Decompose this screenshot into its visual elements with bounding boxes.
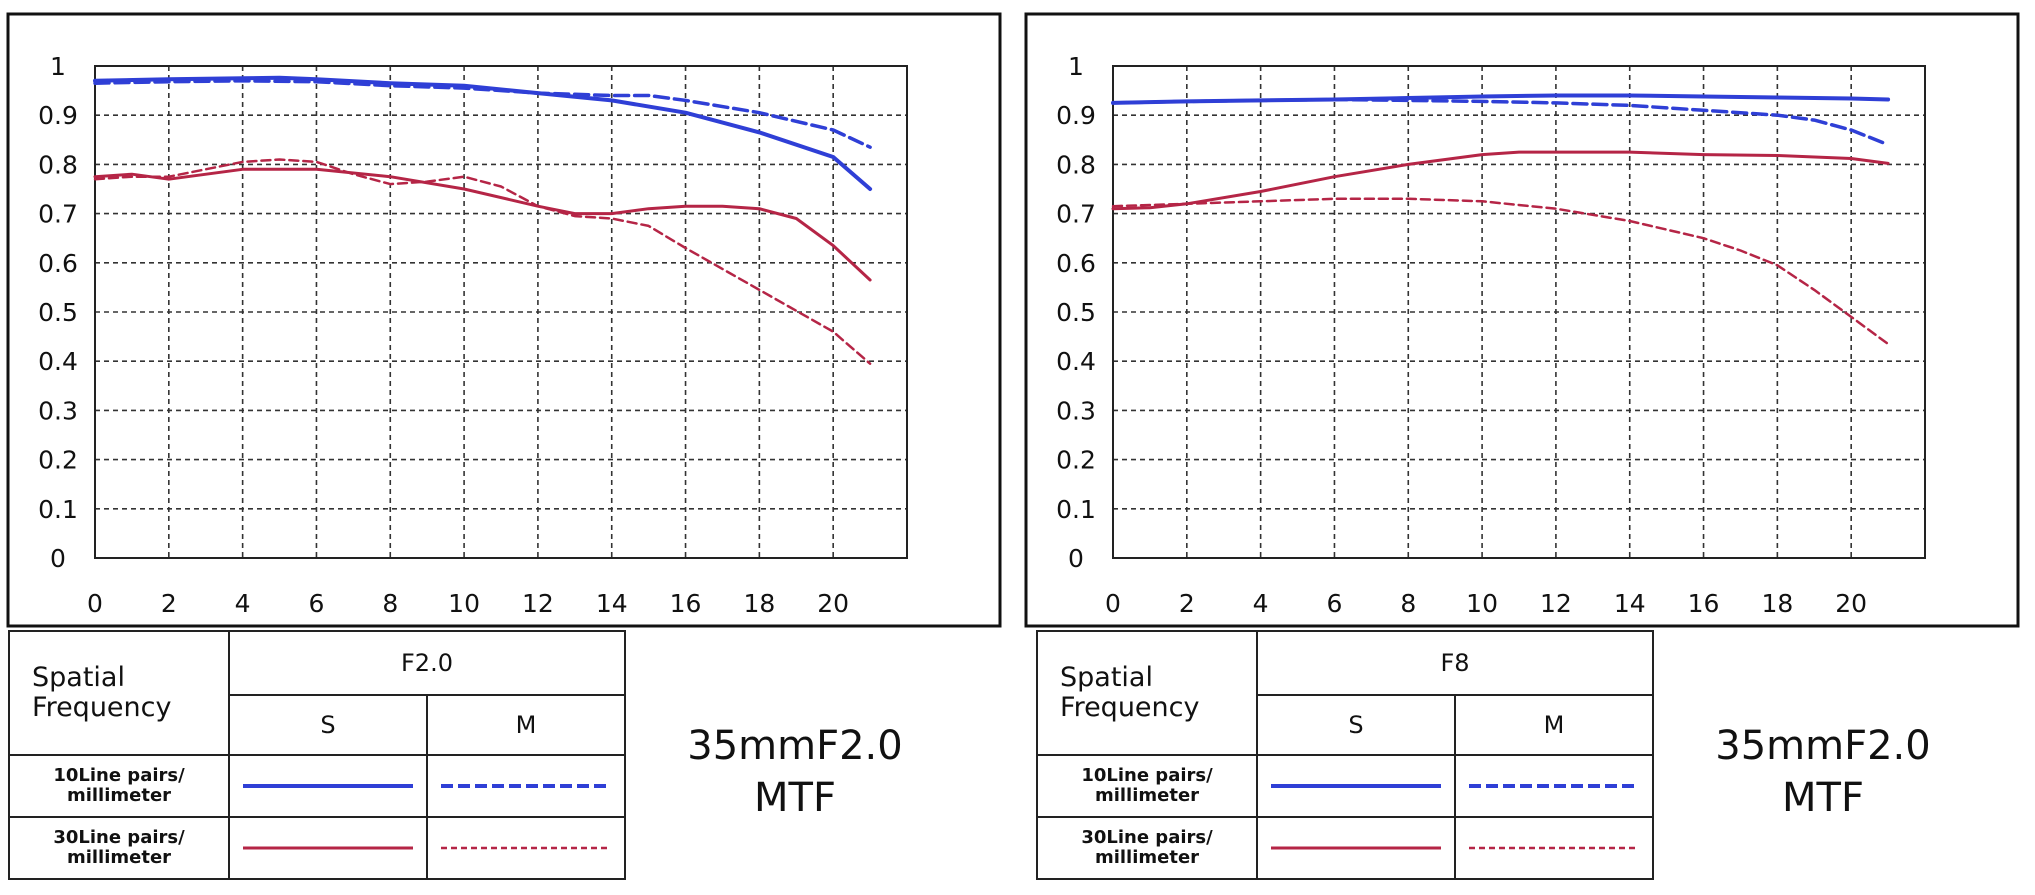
caption-lens: 35mmF2.0 <box>687 723 903 769</box>
y-tick-label: 0.4 <box>38 347 78 376</box>
legend-swatch-m10 <box>1454 754 1654 818</box>
legend-col-m: M <box>1454 694 1654 756</box>
legend-row-10lp: 10Line pairs/ millimeter <box>1036 754 1258 818</box>
y-tick-label: 0.5 <box>38 298 78 327</box>
x-tick-label: 10 <box>1466 589 1498 618</box>
series-line-s30 <box>93 167 872 282</box>
x-tick-label: 16 <box>1688 589 1720 618</box>
x-tick-label: 18 <box>743 589 775 618</box>
y-tick-label: 0.2 <box>1056 446 1096 475</box>
series-line-m30 <box>1111 197 1890 346</box>
legend-swatch-s30 <box>228 816 428 880</box>
y-tick-label: 0.3 <box>1056 396 1096 425</box>
legend-swatch-m30 <box>426 816 626 880</box>
legend-col-m: M <box>426 694 626 756</box>
caption-f2: 35mmF2.0 MTF <box>650 720 940 824</box>
legend-aperture: F8 <box>1256 630 1654 696</box>
legend-header: Spatial Frequency <box>1036 630 1258 756</box>
y-tick-label: 0.8 <box>1056 150 1096 179</box>
legend-aperture: F2.0 <box>228 630 626 696</box>
x-tick-label: 6 <box>1327 589 1343 618</box>
y-tick-label: 0.2 <box>38 446 78 475</box>
plot-area-border <box>1112 65 1926 559</box>
gridlines <box>94 65 908 559</box>
legend-table-f8: Spatial Frequency F8 S M 10Line pairs/ m… <box>1036 630 1654 880</box>
x-tick-label: 14 <box>1614 589 1646 618</box>
y-tick-label: 0.1 <box>1056 495 1096 524</box>
gridlines <box>1112 65 1926 559</box>
chart-frame <box>6 12 1002 628</box>
legend-row-10lp: 10Line pairs/ millimeter <box>8 754 230 818</box>
x-tick-label: 2 <box>161 589 177 618</box>
mtf-chart-f2: 00.10.20.30.40.50.60.70.80.910 2 4 6 8 10 12 14… <box>6 12 1002 628</box>
x-tick-label: 12 <box>522 589 554 618</box>
series-line-m10 <box>1111 97 1890 147</box>
x-tick-label: 18 <box>1761 589 1793 618</box>
y-tick-label: 0.3 <box>38 396 78 425</box>
series-line-s10 <box>93 75 873 191</box>
y-tick-label: 0.4 <box>1056 347 1096 376</box>
legend-col-s: S <box>1256 694 1456 756</box>
y-tick-label: 0.5 <box>1056 298 1096 327</box>
caption-f8: 35mmF2.0 MTF <box>1678 720 1968 824</box>
mtf-panel-f2: 0 0.1 0.2 0.3 0.4 0.5 0.6 0.7 0.8 0.9 1 0 2 4 6 8 10 12 14… <box>0 0 1017 895</box>
series-line-m10 <box>93 79 872 149</box>
y-tick-label: 0.6 <box>1056 249 1096 278</box>
x-tick-label: 10 <box>448 589 480 618</box>
y-tick-label: 1 <box>50 52 66 81</box>
legend-col-s: S <box>228 694 428 756</box>
x-tick-label: 4 <box>1253 589 1269 618</box>
y-tick-label: 0.9 <box>38 101 78 130</box>
y-tick-label: 0.7 <box>38 200 78 229</box>
legend-header: Spatial Frequency <box>8 630 230 756</box>
x-tick-label: 20 <box>1835 589 1867 618</box>
caption-mtf: MTF <box>1782 775 1864 821</box>
mtf-panel-f8: 0 0.1 0.2 0.3 0.4 0.5 0.6 0.7 0.8 0.9 1 0 2 4 6 8 10 12 14… <box>1018 0 2035 895</box>
y-tick-label: 0.6 <box>38 249 78 278</box>
x-tick-label: 8 <box>1400 589 1416 618</box>
y-tick-label: 0 <box>50 544 66 573</box>
legend-table-f2: Spatial Frequency F2.0 S M 10Line pairs/… <box>8 630 626 880</box>
series-line-m30 <box>93 158 872 365</box>
x-tick-label: 0 <box>1105 589 1121 618</box>
y-tick-label: 0.9 <box>1056 101 1096 130</box>
x-tick-label: 2 <box>1179 589 1195 618</box>
caption-lens: 35mmF2.0 <box>1715 723 1931 769</box>
legend-swatch-s30 <box>1256 816 1456 880</box>
legend-swatch-s10 <box>228 754 428 818</box>
legend-swatch-m30 <box>1454 816 1654 880</box>
legend-swatch-s10 <box>1256 754 1456 818</box>
legend-row-30lp: 30Line pairs/ millimeter <box>1036 816 1258 880</box>
caption-mtf: MTF <box>754 775 836 821</box>
x-tick-label: 8 <box>382 589 398 618</box>
legend-row-30lp: 30Line pairs/ millimeter <box>8 816 230 880</box>
mtf-chart-f8: 00.10.20.30.40.50.60.70.80.910 2 4 6 8 10 12 14… <box>1024 12 2020 628</box>
y-tick-label: 0 <box>1068 544 1084 573</box>
x-tick-label: 14 <box>596 589 628 618</box>
y-tick-label: 0.1 <box>38 495 78 524</box>
x-tick-label: 12 <box>1540 589 1572 618</box>
x-tick-label: 20 <box>817 589 849 618</box>
y-tick-label: 0.7 <box>1056 200 1096 229</box>
chart-frame <box>1024 12 2020 628</box>
y-tick-label: 1 <box>1068 52 1084 81</box>
x-tick-label: 16 <box>670 589 702 618</box>
y-tick-label: 0.8 <box>38 150 78 179</box>
plot-area-border <box>94 65 908 559</box>
x-tick-label: 4 <box>235 589 251 618</box>
x-tick-label: 6 <box>309 589 325 618</box>
x-tick-label: 0 <box>87 589 103 618</box>
series-line-s30 <box>1111 150 1890 211</box>
legend-swatch-m10 <box>426 754 626 818</box>
